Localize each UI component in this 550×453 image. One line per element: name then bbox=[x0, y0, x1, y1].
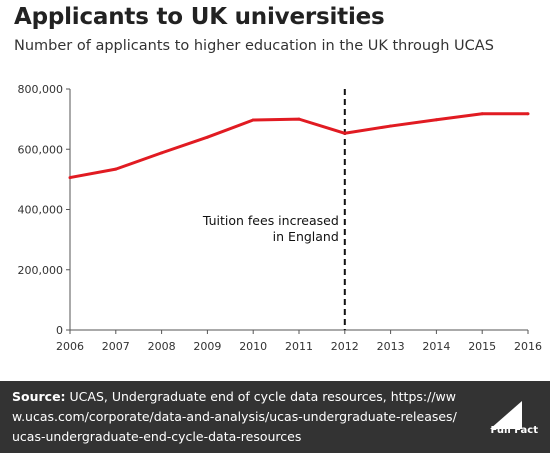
y-tick-label: 600,000 bbox=[18, 143, 64, 156]
full-fact-logo-icon bbox=[490, 401, 522, 429]
data-point bbox=[343, 131, 347, 135]
annotation-text-line1: Tuition fees increased bbox=[202, 213, 339, 228]
x-tick-label: 2011 bbox=[285, 340, 313, 353]
source-text: UCAS, Undergraduate end of cycle data re… bbox=[12, 389, 457, 444]
line-chart: 0 200,000 400,000 600,000 800,000 2006 2007 200… bbox=[18, 83, 543, 353]
data-point bbox=[389, 124, 393, 128]
x-tick-label: 2016 bbox=[514, 340, 542, 353]
y-tick-label: 400,000 bbox=[18, 204, 64, 217]
footer: Source: UCAS, Undergraduate end of cycle… bbox=[0, 381, 550, 453]
x-tick-label: 2008 bbox=[148, 340, 176, 353]
series-line bbox=[69, 112, 528, 180]
x-tick-label: 2015 bbox=[468, 340, 496, 353]
data-point bbox=[160, 151, 164, 155]
y-tick-label: 0 bbox=[56, 324, 63, 337]
data-point bbox=[297, 117, 301, 121]
logo-text: Full Fact bbox=[490, 425, 539, 436]
source-label: Source: bbox=[12, 389, 66, 404]
y-tick-label: 800,000 bbox=[18, 83, 64, 96]
x-tick-label: 2010 bbox=[239, 340, 267, 353]
data-point bbox=[251, 118, 255, 122]
data-point bbox=[480, 112, 484, 116]
x-tick-label: 2007 bbox=[102, 340, 130, 353]
x-tick-label: 2006 bbox=[56, 340, 84, 353]
y-tick-label: 200,000 bbox=[18, 264, 64, 277]
source-note: Source: UCAS, Undergraduate end of cycle… bbox=[12, 387, 462, 447]
annotation-text-line2: in England bbox=[273, 229, 339, 244]
data-point bbox=[434, 118, 438, 122]
chart-subtitle: Number of applicants to higher education… bbox=[14, 38, 494, 54]
data-point bbox=[205, 135, 209, 139]
data-point bbox=[114, 167, 118, 171]
x-tick-label: 2009 bbox=[193, 340, 221, 353]
data-point bbox=[68, 176, 72, 180]
data-point bbox=[526, 112, 530, 116]
x-tick-label: 2014 bbox=[422, 340, 450, 353]
chart-title: Applicants to UK universities bbox=[14, 4, 385, 30]
x-tick-label: 2013 bbox=[377, 340, 405, 353]
x-tick-label: 2012 bbox=[331, 340, 359, 353]
